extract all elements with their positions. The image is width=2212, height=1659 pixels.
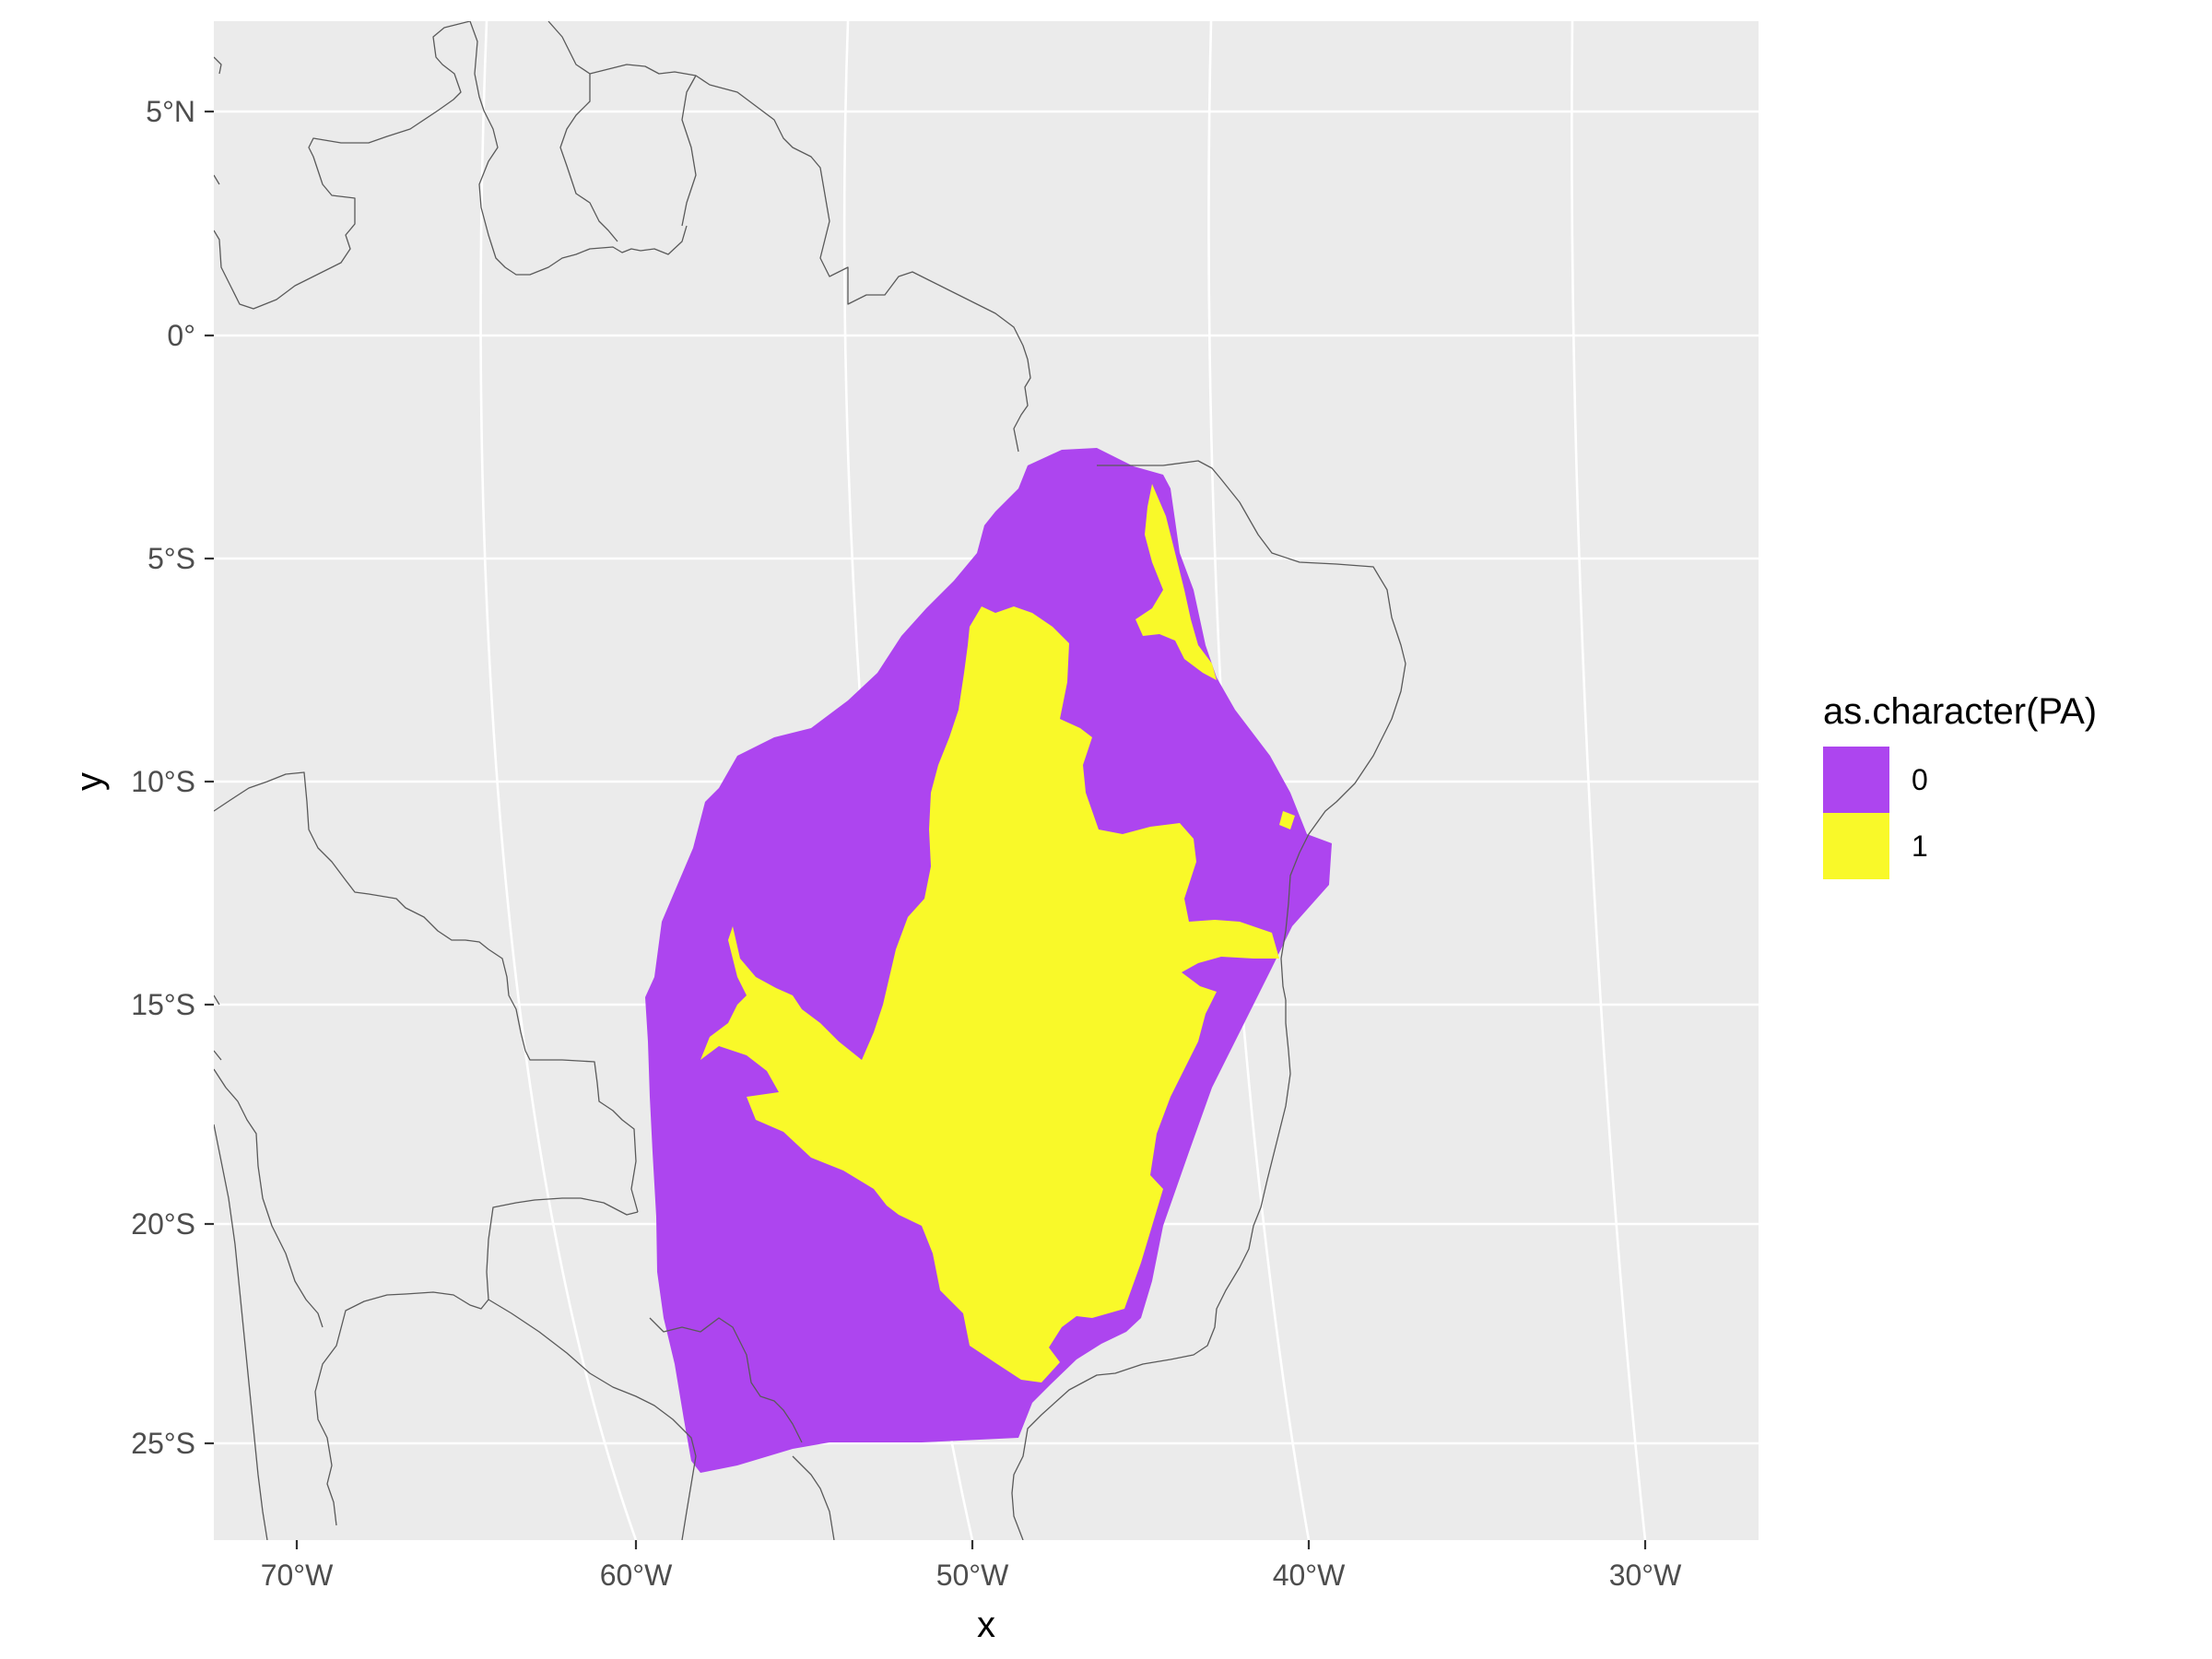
border-paraguay-brazil [649,1317,803,1443]
border-west-1 [214,771,639,1213]
x-tick-label: 40°W [1273,1559,1346,1592]
y-tick-label: 25°S [131,1427,195,1460]
border-bolivia-paraguay [214,1068,324,1328]
gridline-lon-60w [479,21,638,1540]
border-far-west [214,994,222,1061]
raster-region-presence [700,606,1279,1382]
x-tick-label: 60°W [600,1559,673,1592]
coastline-north [214,21,471,310]
border-paraguay [488,1299,697,1457]
y-tick-label: 10°S [131,765,195,798]
legend-label-1: 1 [1912,830,1928,863]
border-venezuela-guyana [469,21,688,276]
x-tick-label: 50°W [936,1559,1009,1592]
y-tick-label: 20°S [131,1207,195,1241]
legend-title: as.character(PA) [1823,691,2097,732]
y-tick-label: 5°N [146,95,195,128]
border-chile-argentina [214,1124,268,1540]
y-tick-label: 0° [167,319,195,352]
y-axis-title: y [69,772,110,791]
border-west-2 [314,1197,639,1526]
legend-key-0 [1823,747,1889,813]
x-tick-label: 70°W [261,1559,334,1592]
legend-label-0: 0 [1912,763,1928,796]
x-axis: 70°W 60°W 50°W 40°W 30°W [261,1540,1682,1592]
country-borders [214,21,1406,1540]
y-tick-label: 5°S [147,542,195,575]
raster-region-presence-coast [1279,811,1295,830]
y-tick-label: 15°S [131,988,195,1021]
legend: as.character(PA) 0 1 [1823,691,2097,879]
border-guianas [547,21,1031,453]
coastline-east [1011,1000,1291,1540]
raster-region-presence-north [1135,484,1217,680]
y-axis: 5°N 0° 5°S 10°S 15°S 20°S 25°S [131,95,214,1460]
x-tick-label: 30°W [1609,1559,1682,1592]
raster-layer [645,448,1332,1473]
gridline-lon-30w [1571,21,1647,1540]
x-axis-title: x [977,1605,995,1645]
border-suriname [559,74,618,242]
border-french-guiana [681,75,697,227]
legend-key-1 [1823,813,1889,879]
coastline-northeast [1097,460,1406,1001]
border-uruguay [681,1455,835,1540]
